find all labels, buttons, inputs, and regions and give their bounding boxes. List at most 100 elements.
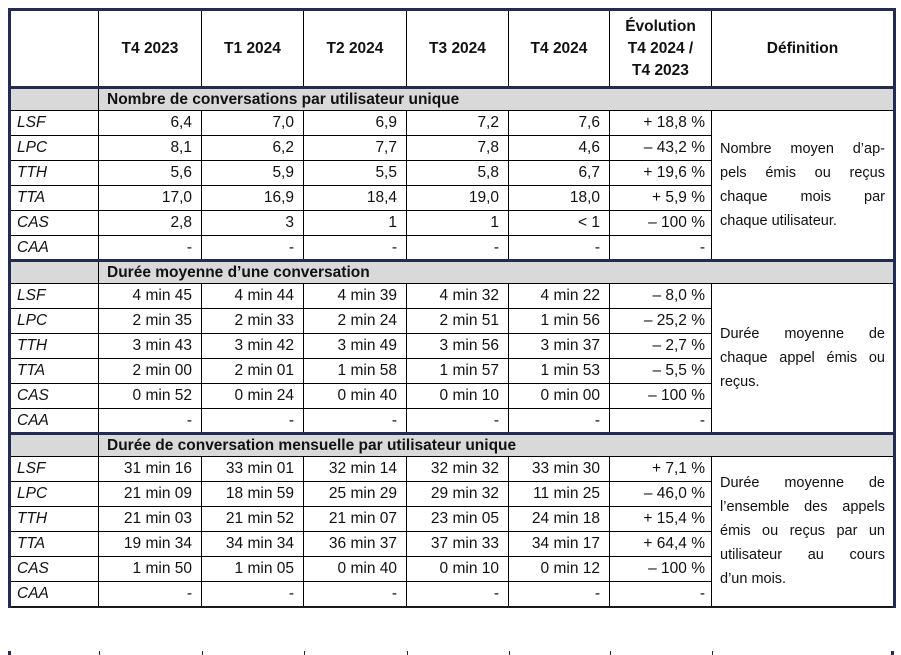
data-row: TTA 2 min 00 2 min 01 1 min 58 1 min 57 1 min… — [9, 358, 895, 384]
value-cell: 33 min 01 — [201, 456, 304, 482]
definition-line: chaque mois par — [720, 189, 885, 205]
row-label: TTA — [9, 531, 99, 557]
section-corner-cell — [9, 259, 99, 284]
row-label: LPC — [9, 481, 99, 507]
value-cell: 2 min 35 — [98, 308, 202, 334]
data-row: LSF 6,4 7,0 6,9 7,2 7,6 + 18,8 % Nombre moyen d… — [9, 110, 895, 261]
value-cell: - — [406, 408, 509, 434]
row-label: CAS — [9, 210, 99, 236]
definition-line: chaque appel émis ou — [720, 350, 885, 366]
value-cell: 6,9 — [303, 110, 407, 136]
definition-line: d’un mois. — [720, 571, 787, 588]
table-section: Durée moyenne d’une conversation LSF 4 min… — [9, 259, 895, 434]
data-row: TTH 5,6 5,9 5,5 5,8 6,7 + 19,6 % — [9, 160, 895, 186]
col-header-t2-2024: T2 2024 — [303, 9, 407, 88]
evolution-cell: + 5,9 % — [609, 185, 712, 211]
data-row: LSF 4 min 45 4 min 44 4 min 39 4 min 32 4 min… — [9, 283, 895, 434]
value-cell: - — [508, 235, 610, 261]
section-title: Durée de conversation mensuelle par util… — [98, 432, 895, 457]
value-cell: 34 min 34 — [201, 531, 304, 557]
evolution-cell: + 15,4 % — [609, 506, 712, 532]
value-cell: 16,9 — [201, 185, 304, 211]
value-cell: - — [201, 235, 304, 261]
value-cell: 3 — [201, 210, 304, 236]
value-cell: - — [98, 408, 202, 434]
evolution-cell: – 43,2 % — [609, 135, 712, 161]
value-cell: - — [201, 581, 304, 607]
value-cell: 7,0 — [201, 110, 304, 136]
row-label: CAS — [9, 383, 99, 409]
value-cell: 32 min 14 — [303, 456, 407, 482]
evolution-cell: – 46,0 % — [609, 481, 712, 507]
value-cell: 4 min 39 — [303, 283, 407, 309]
definition-line: pels émis ou reçus — [720, 165, 885, 181]
evolution-cell: - — [609, 581, 712, 607]
table-head-section: T4 2023 T1 2024 T2 2024 T3 2024 T4 2024 … — [9, 9, 895, 88]
row-label: LPC — [9, 308, 99, 334]
value-cell: 1 min 58 — [303, 358, 407, 384]
value-cell: 1 min 50 — [98, 556, 202, 582]
col-header-t4-2023: T4 2023 — [98, 9, 202, 88]
value-cell: 3 min 43 — [98, 333, 202, 359]
data-row: TTA 19 min 34 34 min 34 36 min 37 37 min 33 3… — [9, 531, 895, 557]
value-cell: - — [406, 581, 509, 607]
value-cell: 5,9 — [201, 160, 304, 186]
value-cell: 0 min 40 — [303, 556, 407, 582]
evolution-cell: – 100 % — [609, 556, 712, 582]
value-cell: 19,0 — [406, 185, 509, 211]
row-label: CAA — [9, 235, 99, 261]
value-cell: 6,7 — [508, 160, 610, 186]
row-label: TTH — [9, 506, 99, 532]
section-header-row: Nombre de conversations par utilisateur … — [9, 86, 895, 111]
value-cell: 2 min 33 — [201, 308, 304, 334]
value-cell: 4 min 45 — [98, 283, 202, 309]
value-cell: 34 min 17 — [508, 531, 610, 557]
row-label: CAS — [9, 556, 99, 582]
value-cell: 37 min 33 — [406, 531, 509, 557]
value-cell: 25 min 29 — [303, 481, 407, 507]
value-cell: 7,8 — [406, 135, 509, 161]
value-cell: - — [303, 581, 407, 607]
value-cell: 23 min 05 — [406, 506, 509, 532]
value-cell: 5,6 — [98, 160, 202, 186]
data-row: CAA - - - - - - — [9, 581, 895, 607]
evolution-cell: + 19,6 % — [609, 160, 712, 186]
row-label: LSF — [9, 456, 99, 482]
value-cell: 18 min 59 — [201, 481, 304, 507]
value-cell: 2 min 24 — [303, 308, 407, 334]
value-cell: - — [303, 235, 407, 261]
evolution-cell: – 5,5 % — [609, 358, 712, 384]
value-cell: 21 min 09 — [98, 481, 202, 507]
value-cell: 1 min 57 — [406, 358, 509, 384]
col-header-t3-2024: T3 2024 — [406, 9, 509, 88]
value-cell: 3 min 49 — [303, 333, 407, 359]
value-cell: 11 min 25 — [508, 481, 610, 507]
quarter-header-row: T4 2023 T1 2024 T2 2024 T3 2024 T4 2024 … — [9, 9, 895, 88]
corner-cell — [9, 9, 99, 88]
evolution-header-line: Évolution — [625, 17, 696, 35]
data-row: LSF 31 min 16 33 min 01 32 min 14 32 min 32 3… — [9, 456, 895, 607]
row-label: CAA — [9, 581, 99, 607]
value-cell: 0 min 10 — [406, 383, 509, 409]
evolution-header-line: T4 2024 / — [627, 39, 694, 57]
row-label: TTH — [9, 160, 99, 186]
row-label: CAA — [9, 408, 99, 434]
value-cell: - — [406, 235, 509, 261]
value-cell: 8,1 — [98, 135, 202, 161]
data-row: TTH 21 min 03 21 min 52 21 min 07 23 min 05 2… — [9, 506, 895, 532]
definition-cell: Durée moyenne de chaque appel émis ou reçu… — [711, 283, 895, 434]
value-cell: - — [98, 581, 202, 607]
statistics-table: T4 2023 T1 2024 T2 2024 T3 2024 T4 2024 … — [8, 8, 896, 608]
value-cell: 1 min 56 — [508, 308, 610, 334]
value-cell: 2 min 51 — [406, 308, 509, 334]
data-row: CAS 1 min 50 1 min 05 0 min 40 0 min 10 0 min… — [9, 556, 895, 582]
evolution-cell: + 64,4 % — [609, 531, 712, 557]
value-cell: 1 min 05 — [201, 556, 304, 582]
definition-line: Nombre moyen d’ap- — [720, 141, 885, 157]
definition-line: chaque utilisateur. — [720, 213, 837, 229]
definition-cell: Durée moyenne de l’ensemble des appels émi… — [711, 456, 895, 607]
evolution-cell: – 2,7 % — [609, 333, 712, 359]
section-title: Durée moyenne d’une conversation — [98, 259, 895, 284]
value-cell: 2 min 00 — [98, 358, 202, 384]
